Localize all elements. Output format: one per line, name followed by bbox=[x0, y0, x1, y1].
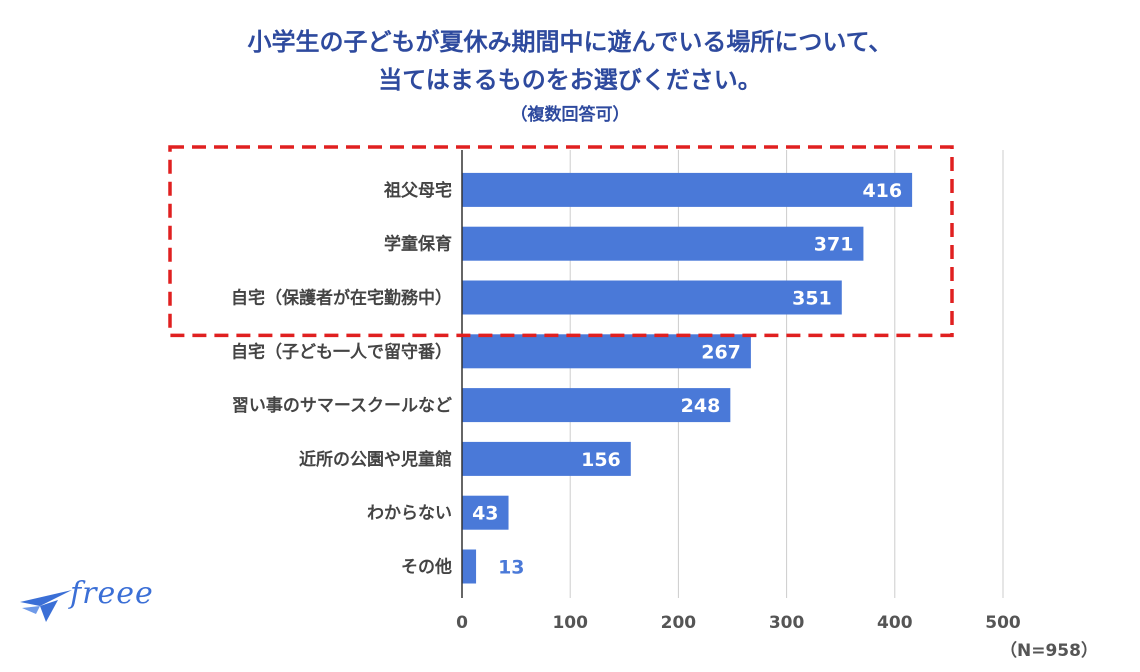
value-label-3: 267 bbox=[701, 341, 741, 363]
bar-6 bbox=[462, 495, 509, 530]
category-label-3: 自宅（子ども一人で留守番） bbox=[231, 341, 452, 362]
category-label-6: わからない bbox=[367, 504, 452, 524]
x-tick-label-200: 200 bbox=[661, 613, 697, 633]
category-label-0: 祖父母宅 bbox=[383, 180, 452, 201]
x-tick-label-0: 0 bbox=[456, 613, 468, 633]
bar-4 bbox=[462, 388, 731, 423]
bar-7 bbox=[462, 549, 477, 584]
category-label-5: 近所の公園や児童館 bbox=[299, 449, 452, 470]
bar-5 bbox=[462, 441, 631, 476]
chart-title-line1: 小学生の子どもが夏休み期間中に遊んでいる場所について、 bbox=[247, 28, 893, 56]
value-label-1: 371 bbox=[814, 234, 854, 256]
logo-text: freee bbox=[70, 576, 154, 611]
x-tick-label-100: 100 bbox=[552, 613, 588, 633]
bar-2 bbox=[462, 280, 842, 315]
chart-title-line2: 当てはまるものをお選びください。 bbox=[378, 66, 762, 94]
category-label-7: その他 bbox=[401, 557, 452, 578]
sample-size-note: （N=958） bbox=[1000, 641, 1098, 661]
bar-0 bbox=[462, 172, 913, 207]
value-label-5: 156 bbox=[581, 449, 621, 471]
value-label-4: 248 bbox=[681, 395, 721, 417]
freee-logo: freee bbox=[18, 576, 153, 626]
category-label-4: 習い事のサマースクールなど bbox=[232, 396, 452, 416]
category-label-2: 自宅（保護者が在宅勤務中） bbox=[231, 288, 452, 309]
value-label-2: 351 bbox=[792, 288, 832, 310]
bar-1 bbox=[462, 226, 864, 261]
bird-icon bbox=[20, 590, 72, 622]
value-label-7: 13 bbox=[498, 557, 524, 579]
category-label-1: 学童保育 bbox=[384, 234, 452, 255]
x-tick-label-300: 300 bbox=[769, 613, 805, 633]
x-tick-label-400: 400 bbox=[877, 613, 913, 633]
value-label-0: 416 bbox=[862, 180, 902, 202]
chart-title-line3: （複数回答可） bbox=[510, 105, 630, 125]
value-label-6: 43 bbox=[472, 503, 498, 525]
x-tick-label-500: 500 bbox=[985, 613, 1021, 633]
bar-3 bbox=[462, 334, 751, 369]
